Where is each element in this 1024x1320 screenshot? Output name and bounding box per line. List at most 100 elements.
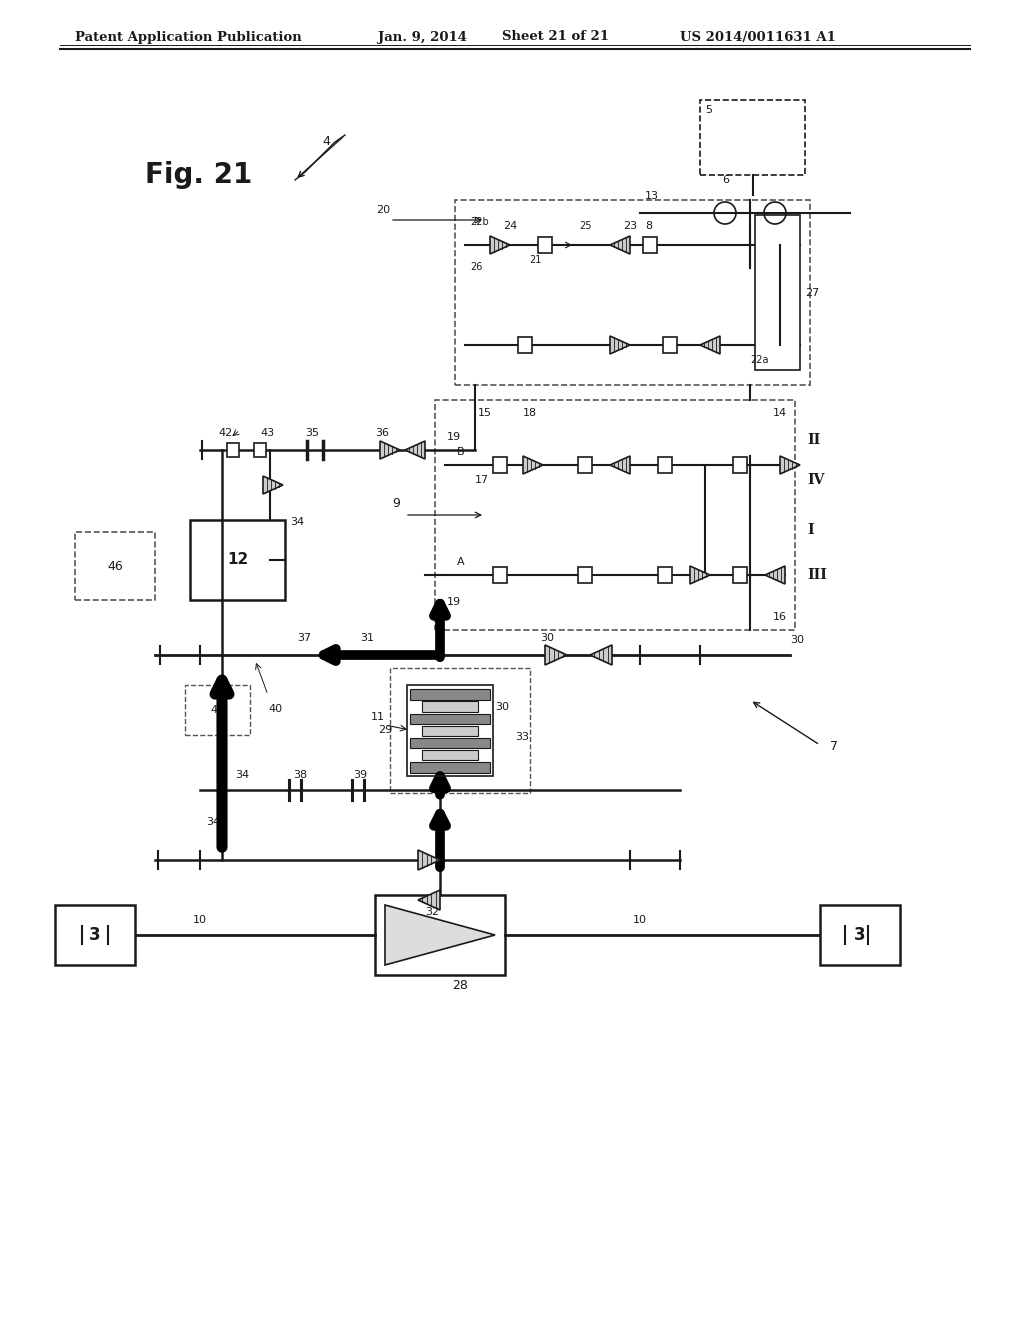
- Text: 3: 3: [89, 927, 100, 944]
- Text: 37: 37: [297, 634, 311, 643]
- Text: 7: 7: [830, 741, 838, 752]
- Text: 30: 30: [540, 634, 554, 643]
- Text: 23: 23: [623, 220, 637, 231]
- Text: Jan. 9, 2014: Jan. 9, 2014: [378, 30, 467, 44]
- Text: 3: 3: [854, 927, 866, 944]
- Bar: [410, 738, 490, 748]
- Text: 39: 39: [353, 770, 367, 780]
- Bar: [820, 906, 900, 965]
- Text: 19: 19: [447, 432, 461, 442]
- Polygon shape: [406, 441, 425, 459]
- Text: II: II: [807, 433, 820, 447]
- Text: 19: 19: [447, 597, 461, 607]
- Polygon shape: [610, 455, 630, 474]
- Bar: [410, 689, 490, 700]
- Text: 22a: 22a: [750, 355, 768, 366]
- Text: 9: 9: [392, 498, 400, 510]
- Text: 17: 17: [475, 475, 489, 484]
- Text: 8: 8: [645, 220, 652, 231]
- Bar: [227, 444, 239, 457]
- Bar: [410, 762, 490, 772]
- Bar: [755, 215, 800, 370]
- Text: 5: 5: [705, 106, 712, 115]
- Bar: [663, 337, 677, 352]
- Text: A: A: [457, 557, 465, 568]
- Polygon shape: [780, 455, 800, 474]
- Text: 38: 38: [293, 770, 307, 780]
- Polygon shape: [380, 441, 400, 459]
- Text: 28: 28: [452, 979, 468, 993]
- Text: 21: 21: [528, 255, 542, 265]
- Text: 26: 26: [470, 261, 482, 272]
- Bar: [643, 238, 657, 253]
- Polygon shape: [610, 337, 630, 354]
- Bar: [407, 685, 493, 776]
- Polygon shape: [385, 906, 495, 965]
- Text: 41: 41: [211, 705, 224, 715]
- Text: US 2014/0011631 A1: US 2014/0011631 A1: [680, 30, 836, 44]
- Bar: [410, 714, 490, 723]
- Text: 31: 31: [360, 634, 374, 643]
- FancyBboxPatch shape: [700, 100, 805, 176]
- Text: 32: 32: [425, 907, 439, 917]
- Text: 34: 34: [234, 770, 249, 780]
- Text: 25: 25: [579, 220, 591, 231]
- Text: 27: 27: [805, 288, 819, 297]
- Polygon shape: [700, 337, 720, 354]
- Text: 34: 34: [206, 817, 220, 828]
- Text: 24: 24: [503, 220, 517, 231]
- Polygon shape: [418, 890, 440, 909]
- Text: 43: 43: [260, 428, 274, 438]
- Polygon shape: [263, 477, 283, 494]
- Bar: [578, 568, 592, 583]
- Text: 10: 10: [633, 915, 647, 925]
- Bar: [55, 906, 135, 965]
- Text: 13: 13: [645, 191, 659, 201]
- Text: 40: 40: [268, 704, 283, 714]
- Bar: [518, 337, 532, 352]
- Text: 42: 42: [218, 428, 232, 438]
- Text: 10: 10: [193, 915, 207, 925]
- Bar: [422, 726, 478, 737]
- Text: 46: 46: [108, 560, 123, 573]
- Text: 33: 33: [515, 733, 529, 742]
- Text: 6: 6: [723, 176, 729, 185]
- Polygon shape: [418, 850, 440, 870]
- Text: 29: 29: [378, 725, 392, 735]
- Text: 35: 35: [305, 428, 319, 438]
- Bar: [578, 457, 592, 473]
- Bar: [733, 568, 746, 583]
- Text: 14: 14: [773, 408, 787, 418]
- Bar: [190, 520, 285, 601]
- Text: 22b: 22b: [470, 216, 488, 227]
- Bar: [538, 238, 552, 253]
- Text: 30: 30: [495, 702, 509, 711]
- Text: 12: 12: [227, 553, 248, 568]
- Text: III: III: [807, 568, 826, 582]
- Bar: [658, 457, 672, 473]
- Bar: [422, 701, 478, 711]
- Polygon shape: [545, 645, 567, 665]
- Polygon shape: [490, 236, 510, 253]
- Text: Fig. 21: Fig. 21: [145, 161, 252, 189]
- Text: Sheet 21 of 21: Sheet 21 of 21: [502, 30, 609, 44]
- Text: 36: 36: [375, 428, 389, 438]
- Text: IV: IV: [807, 473, 824, 487]
- Text: Patent Application Publication: Patent Application Publication: [75, 30, 302, 44]
- Text: I: I: [807, 523, 814, 537]
- Bar: [658, 568, 672, 583]
- Text: 11: 11: [371, 711, 385, 722]
- Text: 34: 34: [290, 517, 304, 527]
- Text: 30: 30: [790, 635, 804, 645]
- Bar: [493, 568, 507, 583]
- Text: 20: 20: [376, 205, 390, 215]
- Text: B: B: [457, 447, 465, 457]
- Text: 15: 15: [478, 408, 492, 418]
- Bar: [254, 444, 266, 457]
- Bar: [375, 895, 505, 975]
- Bar: [493, 457, 507, 473]
- Polygon shape: [690, 566, 710, 583]
- Text: 16: 16: [773, 612, 787, 622]
- Bar: [733, 457, 746, 473]
- Bar: [422, 750, 478, 760]
